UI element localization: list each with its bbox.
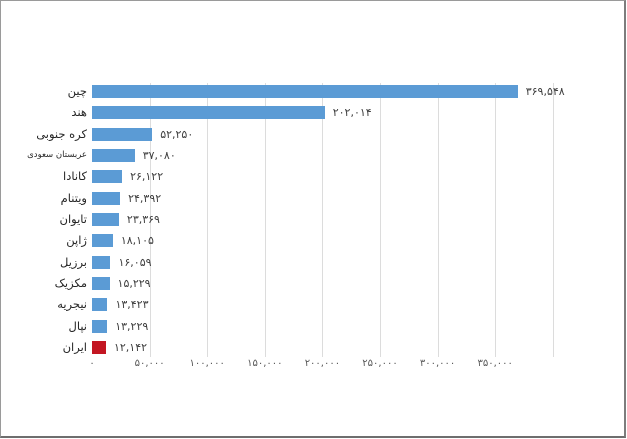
bar-value-label: ۲۳,۳۶۹ bbox=[126, 212, 160, 226]
bar-value-label: ۱۶,۰۵۹ bbox=[118, 255, 152, 269]
bar-value-label: ۱۲,۱۴۲ bbox=[113, 340, 148, 354]
bar-value-label: ۱۳,۲۲۹ bbox=[115, 319, 149, 333]
gridline bbox=[264, 83, 266, 357]
bar-row: ویتنام ۲۴,۳۹۲ bbox=[1, 190, 624, 205]
bar bbox=[92, 148, 135, 162]
category-label: تایوان bbox=[59, 211, 88, 226]
bar-row: کره جنوبی ۵۲,۲۵۰ bbox=[1, 126, 624, 141]
bar-row: ژاپن ۱۸,۱۰۵ bbox=[1, 233, 624, 248]
bar-row: عربستان سعودی ۳۷,۰۸۰ bbox=[1, 148, 624, 162]
bar-row: نپال ۱۳,۲۲۹ bbox=[1, 318, 624, 333]
x-tick-label: ۰ bbox=[89, 358, 95, 369]
gridline bbox=[437, 83, 439, 357]
bar-row: چین ۳۶۹,۵۴۸ bbox=[1, 85, 624, 98]
bar-value-label: ۱۵,۲۲۹ bbox=[117, 276, 151, 290]
x-tick-label: ۳۰۰,۰۰۰ bbox=[419, 358, 456, 369]
bar bbox=[92, 127, 153, 141]
bar-value-label: ۵۲,۲۵۰ bbox=[160, 127, 194, 141]
bar bbox=[92, 319, 108, 333]
bar bbox=[92, 340, 106, 354]
bar bbox=[92, 191, 121, 205]
bar-value-label: ۱۳,۴۲۳ bbox=[115, 298, 149, 312]
category-label: کره جنوبی bbox=[36, 126, 87, 141]
category-label: چین bbox=[67, 84, 87, 98]
gridline bbox=[380, 83, 381, 357]
bar-value-label: ۳۷,۰۸۰ bbox=[142, 148, 176, 162]
category-label: ایران bbox=[62, 339, 87, 354]
bar-row: برزیل ۱۶,۰۵۹ bbox=[1, 254, 624, 269]
gridline bbox=[495, 83, 497, 357]
x-tick-label: ۵۰,۰۰۰ bbox=[134, 358, 165, 369]
category-label: نپال bbox=[68, 318, 87, 333]
x-tick-label: ۲۵۰,۰۰۰ bbox=[362, 358, 398, 369]
bar bbox=[92, 85, 518, 98]
category-label: نیجریه bbox=[57, 297, 87, 312]
bar-value-label: ۲۴,۳۹۲ bbox=[128, 191, 162, 205]
bar-value-label: ۳۶۹,۵۴۸ bbox=[525, 85, 565, 98]
bar-value-label: ۱۸,۱۰۵ bbox=[120, 234, 154, 248]
bar-row: نیجریه ۱۳,۴۲۳ bbox=[1, 297, 624, 312]
category-label: برزیل bbox=[59, 254, 87, 269]
category-label: هند bbox=[71, 105, 87, 120]
x-tick-label: ۱۵۰,۰۰۰ bbox=[247, 358, 283, 369]
bar bbox=[92, 106, 325, 120]
bar-row: هند ۲۰۲,۰۱۴ bbox=[1, 105, 624, 120]
bar-value-label: ۲۰۲,۰۱۴ bbox=[332, 106, 372, 120]
bar bbox=[92, 212, 119, 226]
category-label: کانادا bbox=[63, 169, 87, 184]
bar-row: کانادا ۲۶,۱۲۲ bbox=[1, 169, 624, 184]
bar bbox=[92, 255, 111, 269]
bar bbox=[92, 298, 108, 312]
gridline bbox=[149, 83, 151, 357]
gridline bbox=[552, 83, 554, 357]
category-label: عربستان سعودی bbox=[27, 149, 87, 160]
bar-value-label: ۲۶,۱۲۲ bbox=[130, 170, 164, 184]
bar bbox=[92, 276, 110, 290]
bar bbox=[92, 234, 113, 248]
bar-row: مکزیک ۱۵,۲۲۹ bbox=[1, 275, 624, 290]
x-tick-label: ۱۰۰,۰۰۰ bbox=[189, 358, 225, 369]
x-tick-label: ۲۰۰,۰۰۰ bbox=[304, 358, 341, 369]
gridline bbox=[322, 83, 324, 357]
category-label: ژاپن bbox=[66, 233, 87, 248]
bar-row: تایوان ۲۳,۳۶۹ bbox=[1, 211, 624, 226]
x-tick-label: ۳۵۰,۰۰۰ bbox=[477, 358, 513, 369]
bar bbox=[92, 170, 123, 184]
category-label: مکزیک bbox=[54, 275, 87, 290]
gridline bbox=[207, 83, 209, 357]
bar-row: ایران ۱۲,۱۴۲ bbox=[1, 339, 624, 354]
category-label: ویتنام bbox=[60, 190, 87, 205]
